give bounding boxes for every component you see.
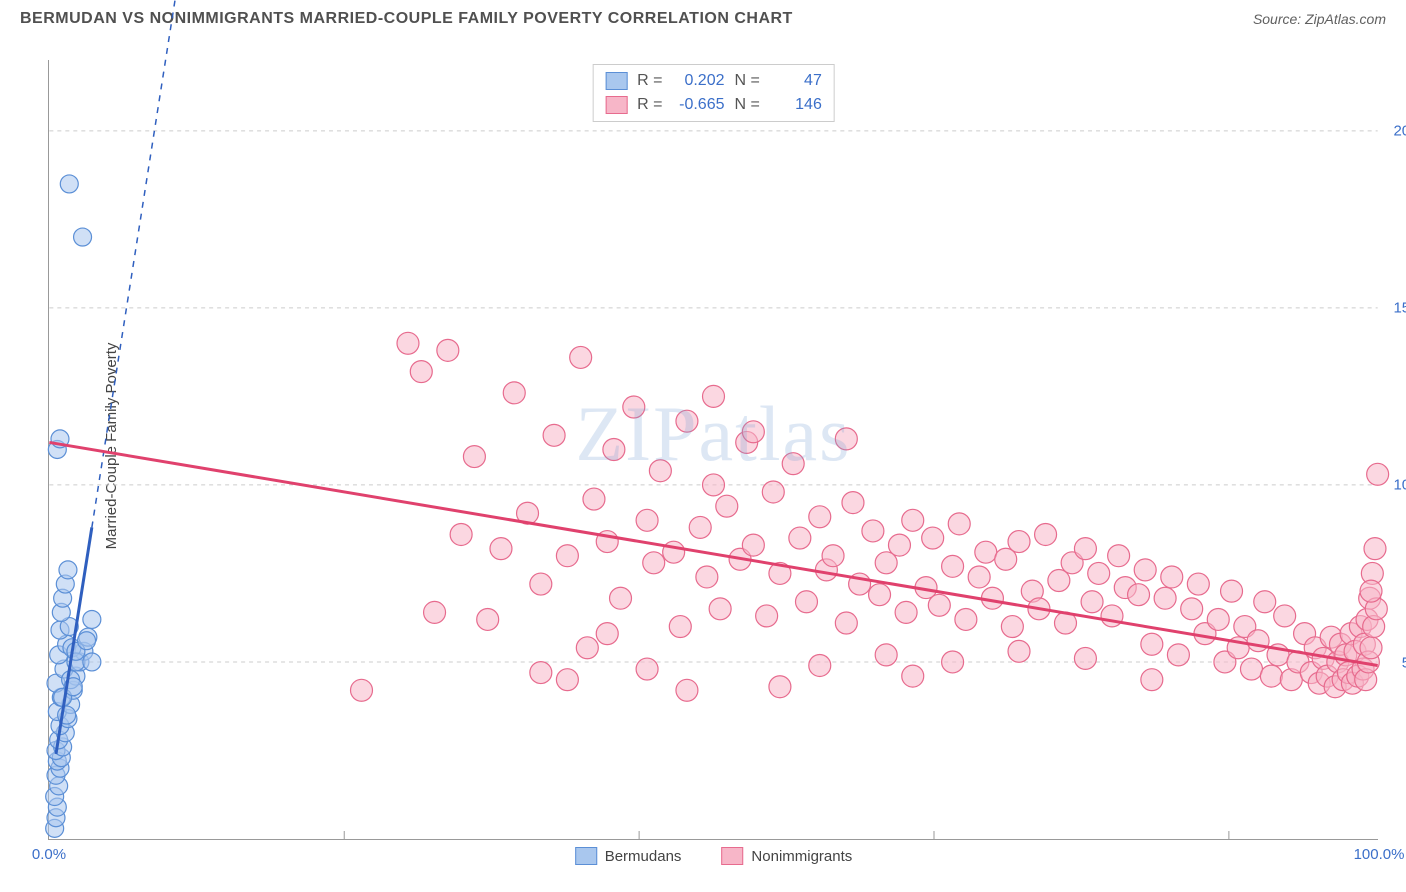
y-tick-label: 15.0% xyxy=(1393,300,1406,317)
legend-label-bermudans: Bermudans xyxy=(605,848,682,865)
stats-row-nonimmigrants: R = -0.665 N = 146 xyxy=(605,93,822,117)
source-name: ZipAtlas.com xyxy=(1305,11,1386,27)
r-value-bermudans: 0.202 xyxy=(673,69,725,93)
source-prefix: Source: xyxy=(1253,11,1305,27)
legend-item-nonimmigrants: Nonimmigrants xyxy=(721,847,852,865)
y-tick-label: 5.0% xyxy=(1402,654,1406,671)
swatch-nonimmigrants-icon xyxy=(605,96,627,114)
stats-row-bermudans: R = 0.202 N = 47 xyxy=(605,69,822,93)
chart-plot-area: ZIPatlas R = 0.202 N = 47 R = -0.665 N =… xyxy=(48,60,1378,840)
title-bar: BERMUDAN VS NONIMMIGRANTS MARRIED-COUPLE… xyxy=(0,0,1406,34)
y-tick-label: 10.0% xyxy=(1393,477,1406,494)
swatch-bermudans-icon xyxy=(605,72,627,90)
source-credit: Source: ZipAtlas.com xyxy=(1253,11,1386,27)
chart-title: BERMUDAN VS NONIMMIGRANTS MARRIED-COUPLE… xyxy=(20,10,793,28)
n-value-bermudans: 47 xyxy=(770,69,822,93)
legend-label-nonimmigrants: Nonimmigrants xyxy=(751,848,852,865)
legend-swatch-bermudans-icon xyxy=(575,847,597,865)
r-label: R = xyxy=(637,93,662,117)
correlation-stats-box: R = 0.202 N = 47 R = -0.665 N = 146 xyxy=(592,64,835,122)
r-value-nonimmigrants: -0.665 xyxy=(673,93,725,117)
x-tick-label: 0.0% xyxy=(32,846,66,863)
x-tick-label: 100.0% xyxy=(1354,846,1405,863)
n-label: N = xyxy=(735,69,760,93)
legend-swatch-nonimmigrants-icon xyxy=(721,847,743,865)
n-label: N = xyxy=(735,93,760,117)
n-value-nonimmigrants: 146 xyxy=(770,93,822,117)
legend-item-bermudans: Bermudans xyxy=(575,847,682,865)
y-tick-label: 20.0% xyxy=(1393,122,1406,139)
scatter-plot-svg xyxy=(49,60,1378,839)
legend-bottom: Bermudans Nonimmigrants xyxy=(575,847,853,865)
r-label: R = xyxy=(637,69,662,93)
